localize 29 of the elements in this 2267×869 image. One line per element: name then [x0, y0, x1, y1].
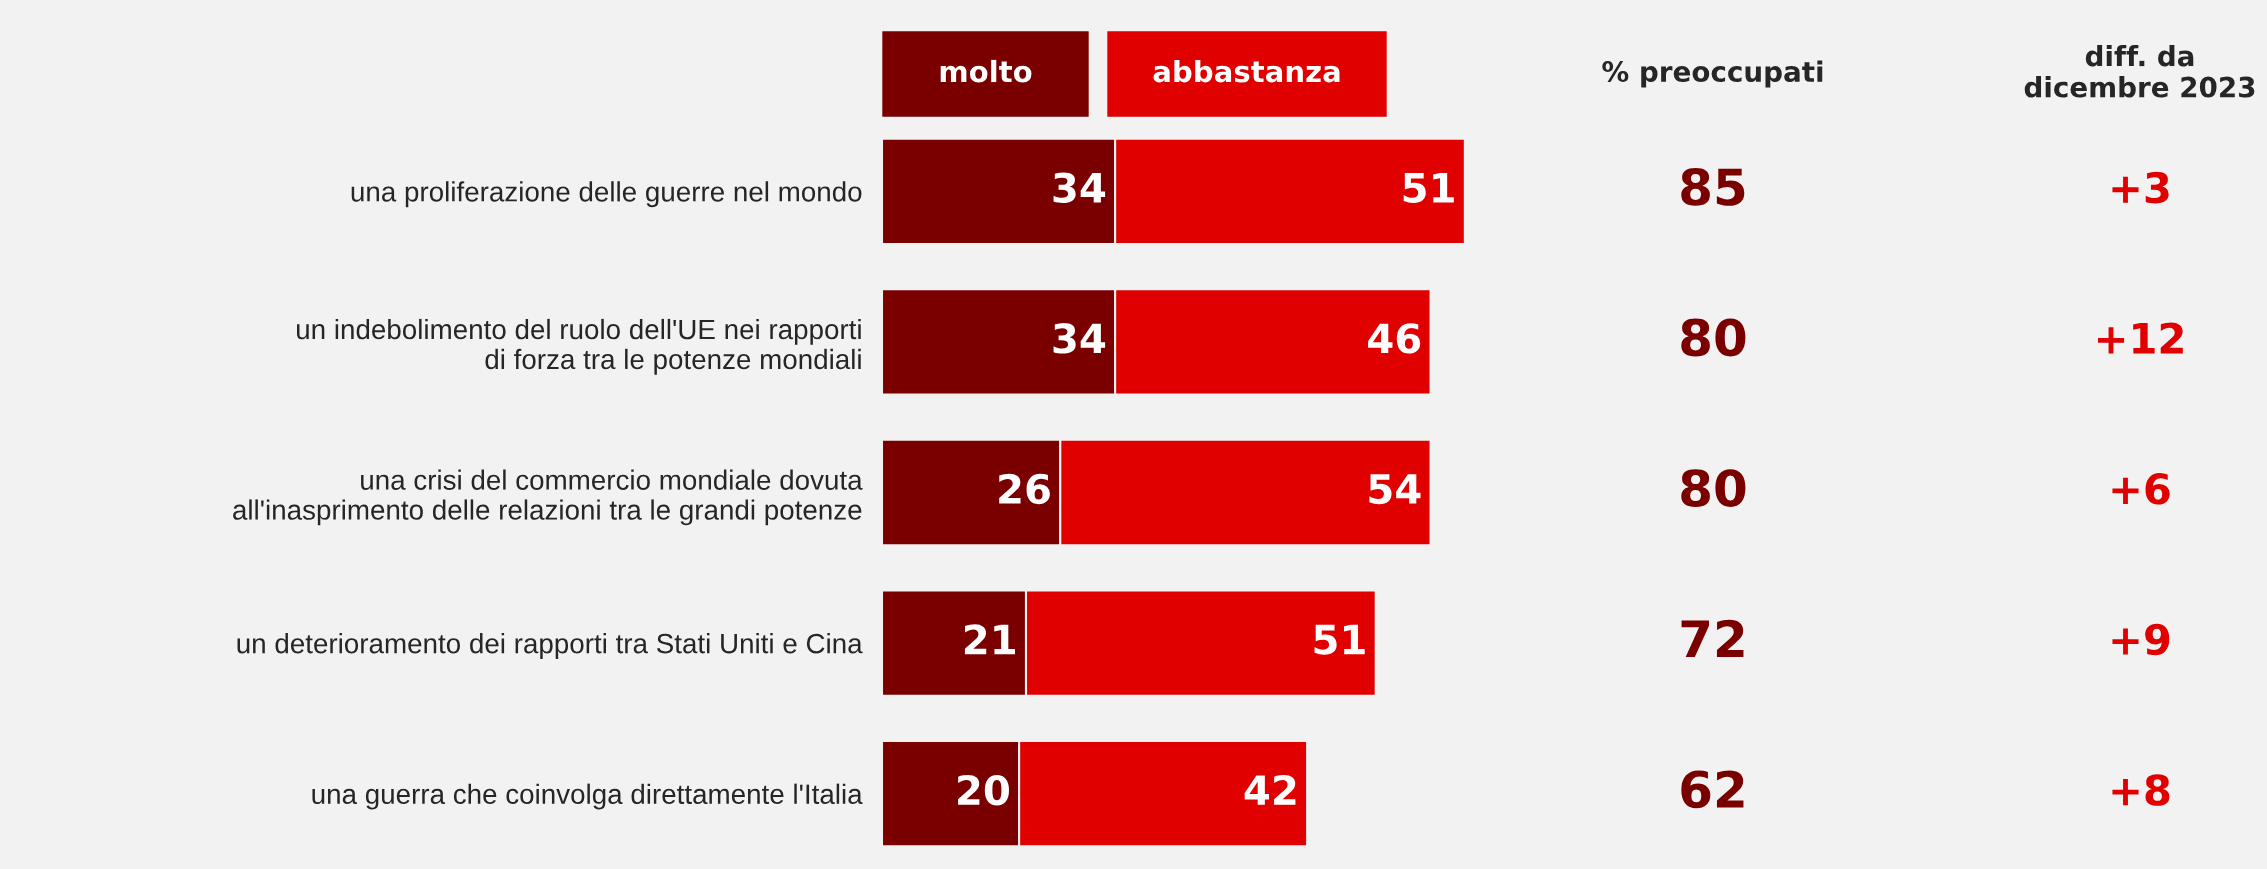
data-label: 54: [1369, 474, 1421, 505]
data-label: 51: [1403, 173, 1454, 203]
data-label: 26: [999, 473, 1050, 505]
y-tick-label: un deterioramento dei rapporti tra Stati Uniti e Cina: [237, 633, 863, 659]
text: 85: [1681, 167, 1745, 206]
text: 72: [1681, 619, 1744, 657]
series-label: molto: [940, 59, 1032, 83]
text: % preoccupati: [1602, 60, 1823, 88]
text: 80: [1681, 469, 1746, 508]
text: +8: [2112, 774, 2170, 806]
text: diff. da dicembre 2023: [2024, 45, 2255, 98]
text: +12: [2097, 322, 2183, 354]
data-label: 42: [1244, 774, 1296, 805]
series-label: abbastanza: [1153, 59, 1340, 83]
text: 62: [1681, 770, 1744, 809]
data-label: 20: [958, 774, 1009, 806]
text: +9: [2112, 623, 2170, 656]
y-tick-label: una guerra che coinvolga direttamente l'Italia: [312, 783, 863, 810]
y-tick-label: una proliferazione delle guerre nel mondo: [351, 181, 862, 208]
data-label: 21: [964, 624, 1015, 655]
text: +3: [2112, 171, 2169, 204]
text: +6: [2112, 473, 2170, 505]
y-tick-label: un indebolimento del ruolo dell'UE nei rapporti di forza tra le potenze mondiali: [297, 318, 861, 375]
data-label: 51: [1314, 624, 1365, 655]
data-label: 46: [1368, 323, 1421, 354]
data-label: 34: [1053, 172, 1106, 203]
data-label: 34: [1053, 323, 1106, 354]
y-tick-label: una crisi del commercio mondiale dovuta all'inasprimento delle relazioni tra le grandi potenze: [233, 469, 863, 526]
text: 80: [1681, 318, 1746, 357]
